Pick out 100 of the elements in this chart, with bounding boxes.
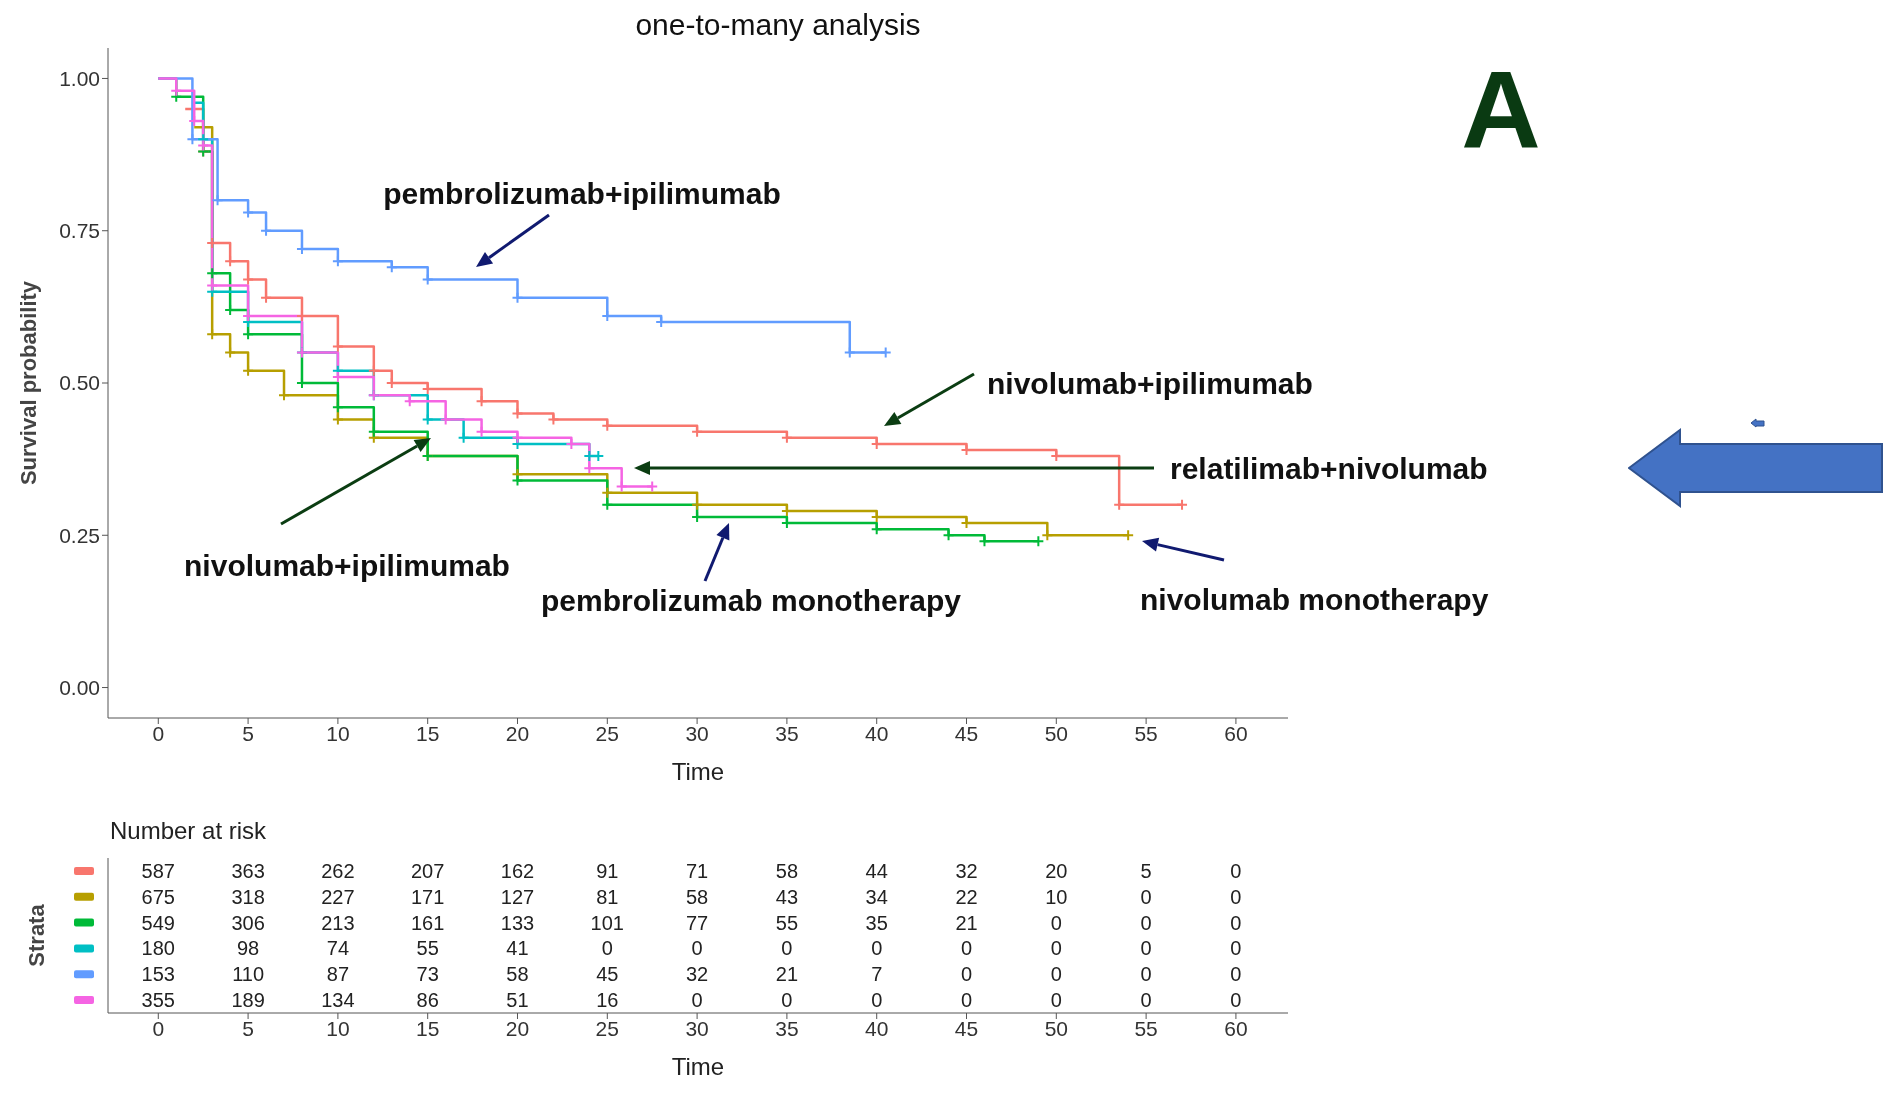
data-label: 74 <box>326 937 350 960</box>
data-label: 0 <box>960 989 973 1012</box>
x-tick-label: 15 <box>416 721 440 745</box>
data-label: 44 <box>865 859 888 882</box>
data-label: 77 <box>685 911 709 934</box>
data-label: 0 <box>1140 885 1152 908</box>
data-label: 318 <box>231 885 265 908</box>
data-label: 0 <box>1140 989 1152 1012</box>
data-label: 91 <box>596 859 619 882</box>
data-label: 41 <box>506 937 529 960</box>
data-label: 355 <box>141 989 175 1012</box>
data-label: 22 <box>955 885 978 908</box>
data-label: 16 <box>596 989 619 1012</box>
annotation: relatilimab+nivolumab <box>1170 451 1488 485</box>
x-axis-title: Time <box>671 1053 725 1080</box>
y-tick-label: 0.00 <box>59 676 100 699</box>
data-label: 306 <box>231 911 265 934</box>
data-label: 87 <box>326 963 350 986</box>
data-label: 0 <box>1140 911 1152 934</box>
x-tick-label: 50 <box>1044 1016 1068 1040</box>
data-label: 549 <box>141 911 175 934</box>
data-label: 180 <box>141 937 175 960</box>
x-tick-label: 50 <box>1044 721 1068 745</box>
text: A <box>1461 46 1541 170</box>
data-label: 0 <box>1230 859 1242 882</box>
data-label: 7 <box>871 963 883 986</box>
annotation: nivolumab+ipilimumab <box>184 548 510 582</box>
data-label: 0 <box>781 937 793 960</box>
x-tick-label: 10 <box>326 721 350 745</box>
data-label: 161 <box>411 911 445 934</box>
data-label: 21 <box>775 963 799 986</box>
y-tick-label: 1.00 <box>59 66 100 90</box>
data-label: 55 <box>775 911 799 934</box>
data-label: 262 <box>321 859 355 882</box>
data-label: 127 <box>500 885 535 908</box>
data-label: 675 <box>141 885 175 908</box>
data-label: 213 <box>321 911 355 934</box>
x-tick-label: 5 <box>242 721 254 745</box>
data-label: 73 <box>416 963 439 986</box>
x-tick-label: 45 <box>954 721 979 745</box>
annotation: nivolumab monotherapy <box>1140 582 1489 616</box>
data-label: 32 <box>685 963 709 986</box>
data-label: 0 <box>1050 911 1062 934</box>
data-label: 0 <box>871 989 883 1012</box>
x-tick-label: 15 <box>416 1016 440 1040</box>
data-label: 32 <box>955 859 978 882</box>
chart-title: Number at risk <box>110 817 267 845</box>
data-label: 0 <box>1230 963 1242 986</box>
x-tick-label: 55 <box>1134 721 1158 745</box>
x-axis-title: Time <box>671 758 725 785</box>
annotation: pembrolizumab+ipilimumab <box>383 176 781 210</box>
data-label: 0 <box>601 937 613 960</box>
data-label: 5 <box>1140 859 1152 882</box>
data-label: 81 <box>596 885 619 908</box>
x-tick-label: 20 <box>505 1016 530 1040</box>
data-label: 45 <box>596 963 619 986</box>
data-label: 101 <box>590 911 624 934</box>
data-label: 21 <box>955 911 978 934</box>
data-label: 0 <box>960 937 973 960</box>
data-label: 134 <box>321 989 355 1012</box>
data-label: 0 <box>1230 937 1242 960</box>
x-tick-label: 0 <box>152 1016 165 1040</box>
data-label: 189 <box>231 989 265 1012</box>
data-label: 86 <box>416 989 439 1012</box>
y-axis-title: Strata <box>23 903 49 967</box>
data-label: 51 <box>506 989 529 1012</box>
data-label: 10 <box>1045 885 1068 908</box>
x-tick-label: 0 <box>152 721 165 745</box>
x-tick-label: 35 <box>775 1016 799 1040</box>
data-label: 34 <box>865 885 888 908</box>
x-tick-label: 40 <box>865 1016 889 1040</box>
data-label: 0 <box>1230 911 1242 934</box>
data-label: 162 <box>500 859 535 882</box>
data-label: 58 <box>506 963 529 986</box>
data-label: 43 <box>775 885 799 908</box>
x-tick-label: 30 <box>685 721 709 745</box>
annotation: nivolumab+ipilimumab <box>987 366 1313 400</box>
annotation: pembrolizumab monotherapy <box>540 583 962 617</box>
data-label: 58 <box>685 885 709 908</box>
data-label: 110 <box>232 963 265 986</box>
data-label: 207 <box>411 859 445 882</box>
x-tick-label: 10 <box>326 1016 350 1040</box>
data-label: 55 <box>416 937 439 960</box>
data-label: 0 <box>691 989 703 1012</box>
y-axis-title: Survival probability <box>15 280 41 486</box>
x-tick-label: 40 <box>865 721 889 745</box>
data-label: 0 <box>1050 937 1062 960</box>
x-tick-label: 55 <box>1134 1016 1158 1040</box>
data-label: 98 <box>236 937 260 960</box>
data-label: 0 <box>1050 989 1062 1012</box>
data-label: 171 <box>411 885 445 908</box>
chart-title: one-to-many analysis <box>634 8 922 42</box>
x-tick-label: 30 <box>685 1016 709 1040</box>
data-label: 0 <box>691 937 703 960</box>
y-tick-label: 0.75 <box>59 219 100 243</box>
y-tick-label: 0.50 <box>59 371 100 395</box>
x-tick-label: 45 <box>954 1016 979 1040</box>
x-tick-label: 60 <box>1224 1016 1248 1040</box>
data-label: 20 <box>1045 859 1068 882</box>
y-tick-label: 0.25 <box>59 523 100 547</box>
